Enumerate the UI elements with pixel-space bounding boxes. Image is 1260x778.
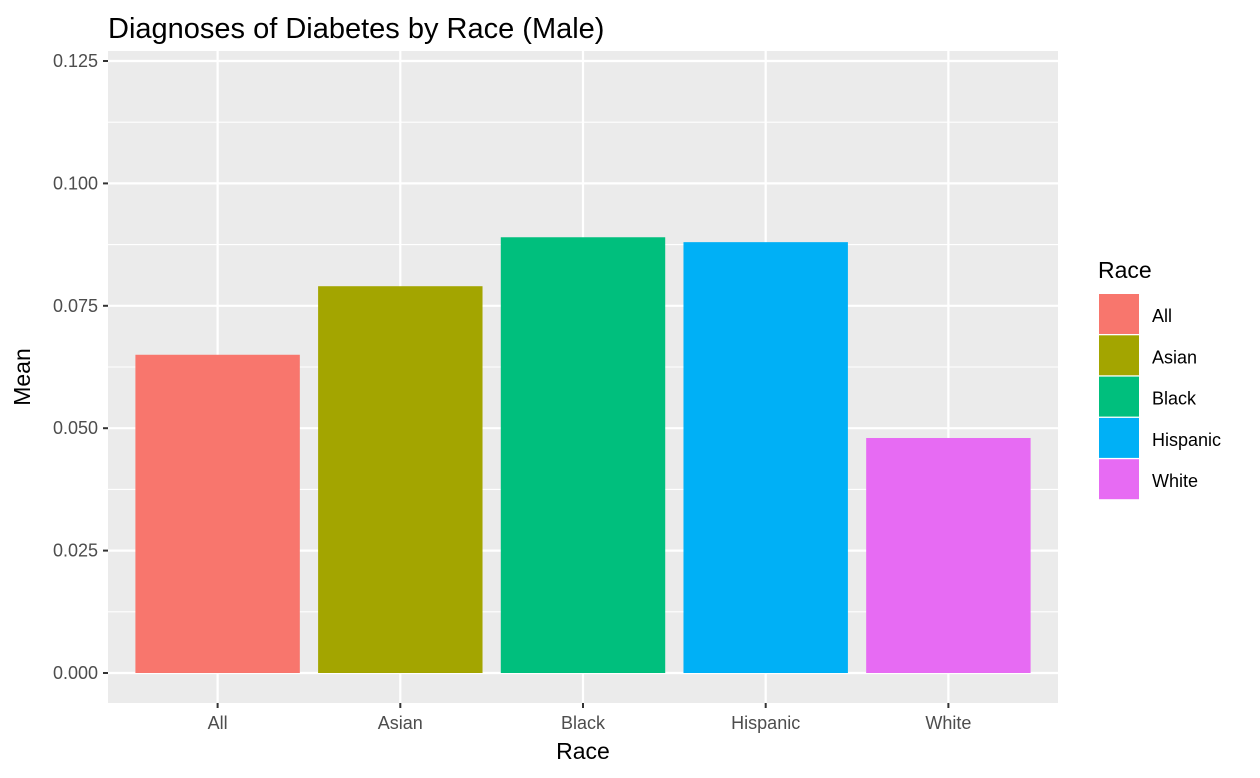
bar-black (500, 237, 666, 674)
y-axis: 0.000 0.025 0.050 0.075 0.100 0.125 (53, 51, 108, 683)
x-tick-label: White (925, 713, 971, 733)
x-tick-label: Asian (378, 713, 423, 733)
chart-title: Diagnoses of Diabetes by Race (Male) (108, 13, 604, 45)
y-tick-label: 0.100 (53, 173, 98, 193)
y-tick-label: 0.025 (53, 541, 98, 561)
bar-asian (318, 286, 483, 673)
legend-label-black: Black (1152, 389, 1197, 409)
y-tick-label: 0.125 (53, 51, 98, 71)
y-tick-label: 0.075 (53, 296, 98, 316)
y-tick-label: 0.000 (53, 663, 98, 683)
legend-label-asian: Asian (1152, 347, 1197, 367)
legend-label-white: White (1152, 471, 1198, 491)
bar-all (135, 354, 300, 673)
x-tick-label: Hispanic (731, 713, 800, 733)
legend-label-hispanic: Hispanic (1152, 430, 1221, 450)
legend-label-all: All (1152, 306, 1172, 326)
bar-white (866, 437, 1031, 673)
x-tick-label: All (208, 713, 228, 733)
legend-key-asian (1099, 335, 1139, 376)
legend-key-hispanic (1099, 417, 1139, 458)
y-axis-title: Mean (9, 348, 35, 406)
legend-key-black (1099, 376, 1139, 417)
legend: Race All Asian Black Hispanic White (1098, 257, 1221, 500)
bar-hispanic (683, 242, 848, 674)
x-tick-label: Black (561, 713, 606, 733)
x-axis-title: Race (556, 738, 610, 764)
x-axis: All Asian Black Hispanic White (208, 703, 971, 733)
legend-title: Race (1098, 257, 1152, 283)
bars (135, 237, 1031, 674)
legend-key-white (1099, 459, 1139, 500)
legend-key-all (1099, 294, 1139, 334)
y-tick-label: 0.050 (53, 418, 98, 438)
